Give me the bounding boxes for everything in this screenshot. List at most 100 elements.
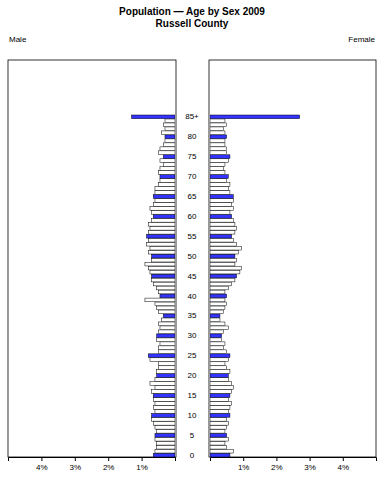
bar — [210, 234, 232, 238]
bar — [210, 226, 237, 230]
bar — [210, 294, 227, 298]
bar — [210, 163, 225, 167]
bar — [210, 262, 235, 266]
bar — [210, 314, 220, 318]
tick: 40 — [188, 292, 197, 301]
bar — [210, 127, 223, 131]
tick-label: 35 — [188, 311, 197, 320]
bar — [210, 453, 230, 457]
tick-label: 30 — [188, 331, 197, 340]
bar — [153, 398, 175, 402]
bar — [153, 453, 175, 457]
bar — [210, 203, 232, 207]
bar — [147, 234, 175, 238]
tick-label: 2% — [103, 463, 115, 472]
bar — [210, 218, 233, 222]
tick-label: 0 — [190, 451, 195, 460]
bar — [155, 425, 175, 429]
tick: 35 — [188, 311, 197, 320]
panel-frame — [209, 60, 376, 457]
bar — [153, 421, 175, 425]
tick-label: 10 — [188, 411, 197, 420]
tick-label: 1% — [238, 463, 250, 472]
bar — [210, 326, 228, 330]
bar — [160, 294, 175, 298]
tick-mark — [276, 457, 277, 461]
bar — [210, 242, 237, 246]
bar — [210, 159, 228, 163]
bar — [155, 302, 175, 306]
bar — [210, 199, 233, 203]
bar — [145, 262, 175, 266]
bar — [210, 366, 227, 370]
tick-label: 70 — [188, 172, 197, 181]
bar — [210, 175, 228, 179]
bar — [162, 131, 175, 135]
bar — [210, 123, 227, 127]
bar — [210, 414, 230, 418]
bar — [210, 398, 228, 402]
bar — [210, 115, 300, 119]
bar — [153, 282, 175, 286]
bar — [210, 171, 225, 175]
bar — [210, 330, 223, 334]
tick: 65 — [188, 192, 197, 201]
x-axis: 1%2%3%4% — [9, 457, 176, 472]
tick: 45 — [188, 272, 197, 281]
bar — [160, 167, 175, 171]
bar — [158, 322, 175, 326]
bar — [210, 418, 227, 422]
tick-label: 4% — [36, 463, 48, 472]
bar — [153, 203, 175, 207]
bar — [210, 358, 228, 362]
tick: 10 — [188, 411, 197, 420]
bar — [150, 207, 175, 211]
bar — [210, 342, 225, 346]
bar — [210, 230, 235, 234]
tick-label: 15 — [188, 391, 197, 400]
bar — [148, 222, 175, 226]
tick-mark — [108, 457, 109, 461]
bar — [210, 274, 237, 278]
bar — [153, 195, 175, 199]
bar — [152, 278, 175, 282]
tick-label: 5 — [190, 431, 195, 440]
tick: 4% — [338, 457, 350, 472]
bar — [162, 318, 175, 322]
tick-mark — [343, 457, 344, 461]
tick-label: 4% — [338, 463, 350, 472]
bar — [210, 394, 230, 398]
bar — [210, 143, 225, 147]
bar — [210, 211, 230, 215]
bar — [160, 326, 175, 330]
tick: 55 — [188, 232, 197, 241]
tick-label: 50 — [188, 252, 197, 261]
tick-label: 3% — [304, 463, 316, 472]
bar — [160, 175, 175, 179]
bar — [210, 135, 227, 139]
axis-line — [9, 458, 176, 462]
bar — [155, 437, 175, 441]
title: Population — Age by Sex 2009 — [119, 6, 265, 17]
bar — [210, 139, 225, 143]
bar — [210, 302, 227, 306]
tick-label: 20 — [188, 371, 197, 380]
bar — [210, 183, 230, 187]
bar — [210, 246, 242, 250]
tick: 70 — [188, 172, 197, 181]
bar — [210, 258, 237, 262]
bar — [155, 402, 175, 406]
tick: 50 — [188, 252, 197, 261]
bar — [210, 338, 222, 342]
bar — [155, 410, 175, 414]
bar — [210, 390, 232, 394]
bar — [210, 425, 227, 429]
bar — [210, 406, 230, 410]
bar — [210, 306, 225, 310]
bar — [210, 382, 232, 386]
bar — [210, 278, 235, 282]
bar — [210, 445, 227, 449]
bar — [210, 282, 232, 286]
bar — [210, 270, 240, 274]
bar — [150, 382, 175, 386]
